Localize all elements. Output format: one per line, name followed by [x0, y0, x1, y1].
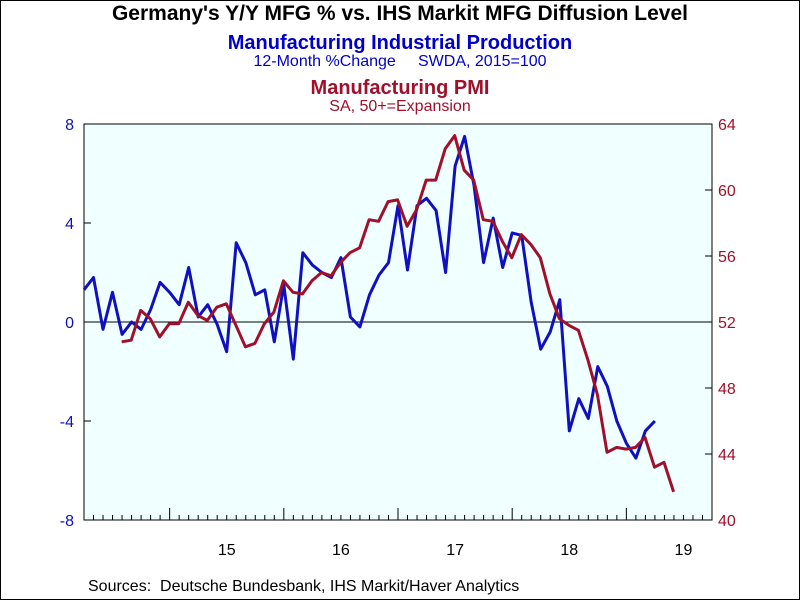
series1-title: Manufacturing Industrial Production: [227, 32, 573, 54]
y-left-tick-label: 8: [65, 117, 74, 134]
y-left-tick-label: 4: [65, 216, 74, 233]
y-right-tick-label: 48: [718, 381, 736, 398]
y-right-tick-label: 56: [718, 249, 736, 266]
y-right-tick-label: 52: [718, 315, 736, 332]
y-right-tick-label: 60: [718, 183, 736, 200]
x-tick-label: 15: [218, 542, 236, 559]
x-tick-label: 17: [446, 542, 464, 559]
y-left-tick-label: -4: [60, 414, 74, 431]
y-right-tick-label: 40: [718, 513, 736, 530]
y-right-tick-label: 64: [718, 117, 736, 134]
series-line-industrial-production: [82, 134, 656, 460]
y-left-tick-label: 0: [65, 315, 74, 332]
x-tick-label: 18: [560, 542, 578, 559]
x-tick-label: 16: [332, 542, 350, 559]
chart-title: Germany's Y/Y MFG % vs. IHS Markit MFG D…: [111, 2, 689, 25]
series2-title: Manufacturing PMI: [310, 77, 490, 99]
series2-subtitle: SA, 50+=Expansion: [329, 98, 471, 115]
series-line-pmi: [121, 134, 676, 493]
source-note: Sources: Deutsche Bundesbank, IHS Markit…: [88, 578, 520, 595]
x-tick-label: 19: [675, 542, 693, 559]
y-right-tick-label: 44: [718, 447, 736, 464]
series1-subtitle: 12-Month %Change SWDA, 2015=100: [253, 53, 547, 70]
y-left-tick-label: -8: [60, 513, 74, 530]
